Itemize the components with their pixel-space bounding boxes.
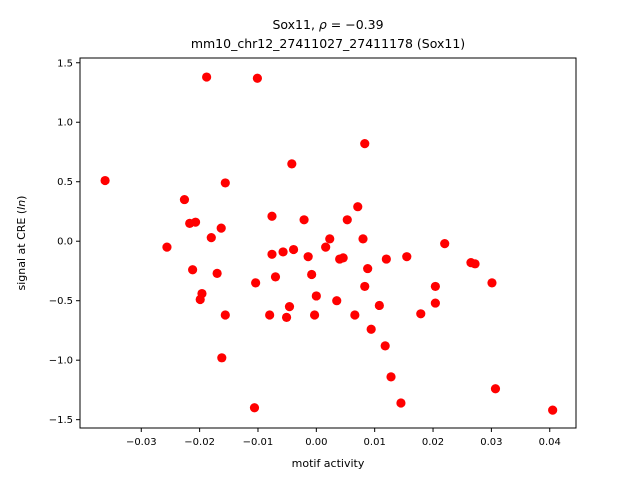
data-point bbox=[284, 302, 295, 312]
data-point bbox=[287, 159, 297, 169]
data-point bbox=[278, 247, 288, 257]
data-point bbox=[470, 259, 480, 269]
data-point bbox=[267, 211, 277, 221]
y-tick-label: −0.5 bbox=[49, 296, 73, 307]
data-point bbox=[206, 233, 216, 243]
y-ticks: −1.5 −1.0 −0.5 0.0 0.5 1.0 1.5 bbox=[49, 58, 80, 426]
data-point bbox=[366, 324, 376, 334]
data-point bbox=[430, 298, 440, 308]
data-point bbox=[416, 309, 426, 319]
data-point bbox=[353, 202, 363, 212]
data-point bbox=[487, 278, 497, 288]
x-tick-label: 0.01 bbox=[364, 437, 386, 448]
data-point bbox=[490, 384, 501, 394]
x-tick-label: 0.03 bbox=[480, 437, 502, 448]
data-point bbox=[162, 242, 172, 252]
points-layer bbox=[100, 72, 558, 415]
data-point bbox=[350, 310, 360, 320]
data-point bbox=[440, 238, 450, 249]
data-point bbox=[220, 310, 230, 320]
data-point bbox=[270, 272, 281, 282]
data-point bbox=[303, 252, 313, 262]
data-point bbox=[217, 353, 227, 363]
data-point bbox=[216, 223, 226, 233]
x-tick-label: 0.02 bbox=[422, 437, 444, 448]
data-point bbox=[220, 178, 230, 188]
data-point bbox=[252, 73, 262, 83]
data-point bbox=[267, 249, 277, 259]
y-tick-label: 0.5 bbox=[57, 177, 73, 188]
data-point bbox=[249, 403, 260, 413]
data-point bbox=[202, 72, 212, 82]
data-point bbox=[309, 310, 320, 320]
x-tick-label: −0.02 bbox=[184, 437, 215, 448]
data-point bbox=[548, 405, 558, 415]
data-point bbox=[212, 268, 222, 278]
data-point bbox=[430, 281, 440, 292]
y-axis-label: signal at CRE (ln) bbox=[15, 196, 28, 291]
data-point bbox=[396, 398, 406, 408]
data-point bbox=[360, 281, 370, 292]
data-point bbox=[381, 254, 391, 264]
data-point bbox=[265, 310, 275, 320]
plot-frame bbox=[79, 57, 577, 429]
y-tick-label: −1.5 bbox=[49, 415, 73, 426]
data-point bbox=[342, 215, 352, 225]
data-point bbox=[374, 300, 384, 311]
data-point bbox=[307, 269, 317, 280]
data-point bbox=[321, 242, 331, 252]
data-point bbox=[360, 139, 370, 149]
data-point bbox=[188, 265, 198, 275]
x-tick-label: −0.01 bbox=[243, 437, 274, 448]
data-point bbox=[386, 372, 396, 382]
data-point bbox=[363, 263, 373, 274]
data-point bbox=[251, 278, 261, 288]
y-tick-label: 0.0 bbox=[57, 237, 73, 248]
x-axis-label: motif activity bbox=[292, 457, 365, 470]
data-point bbox=[100, 175, 110, 186]
data-point bbox=[311, 291, 321, 301]
data-point bbox=[179, 194, 190, 205]
data-point bbox=[332, 296, 342, 306]
data-point bbox=[338, 253, 348, 263]
y-tick-label: 1.5 bbox=[57, 58, 73, 69]
data-point bbox=[358, 234, 368, 244]
data-point bbox=[281, 312, 292, 322]
data-point bbox=[402, 252, 412, 262]
data-point bbox=[380, 341, 390, 351]
data-point bbox=[288, 244, 299, 255]
x-tick-label: 0.04 bbox=[539, 437, 561, 448]
x-ticks: −0.03 −0.02 −0.01 0.00 0.01 0.02 0.03 0.04 bbox=[126, 428, 561, 448]
y-tick-label: 1.0 bbox=[57, 118, 73, 129]
y-tick-label: −1.0 bbox=[49, 356, 73, 367]
x-tick-label: −0.03 bbox=[126, 437, 157, 448]
chart-title-line2: mm10_chr12_27411027_27411178 (Sox11) bbox=[191, 36, 465, 51]
x-tick-label: 0.00 bbox=[305, 437, 327, 448]
data-point bbox=[197, 288, 207, 299]
chart-title-line1: Sox11, ρ = −0.39 bbox=[272, 17, 383, 32]
data-point bbox=[325, 234, 335, 244]
data-point bbox=[190, 217, 201, 227]
data-point bbox=[299, 215, 309, 225]
